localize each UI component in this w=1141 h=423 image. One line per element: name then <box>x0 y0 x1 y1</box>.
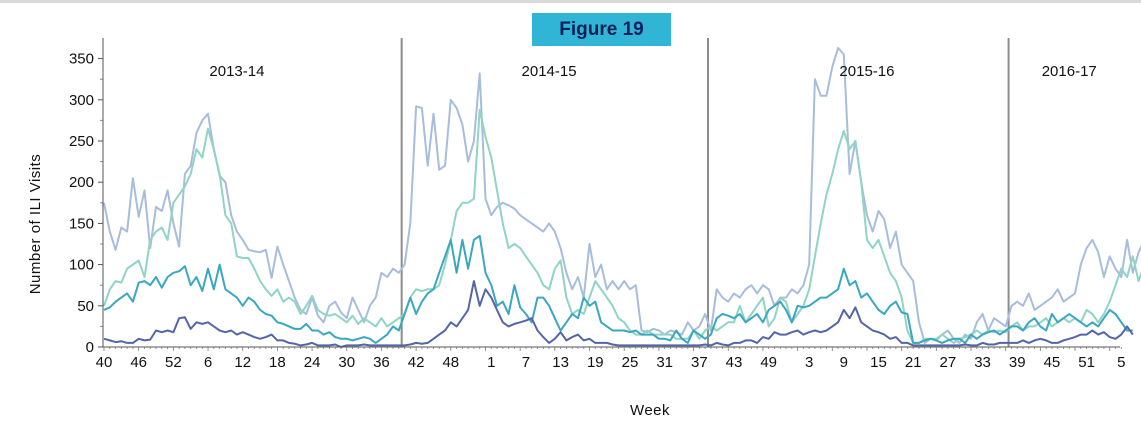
x-tick-label: 52 <box>165 354 182 371</box>
season-label: 2015-16 <box>839 63 894 80</box>
x-tick-label: 31 <box>656 354 673 371</box>
x-tick-label: 12 <box>234 354 251 371</box>
series-line-3 <box>103 234 1133 344</box>
season-labels: 2013-14 2014-15 2015-16 2016-17 <box>209 63 1096 80</box>
x-tick-label: 39 <box>1009 354 1026 371</box>
x-axis-title: Week <box>630 402 670 419</box>
x-tick-label: 48 <box>442 354 459 371</box>
x-tick-label: 43 <box>726 354 743 371</box>
x-tick-label: 40 <box>96 354 113 371</box>
axes <box>102 38 1120 348</box>
y-tick-label: 300 <box>69 92 94 109</box>
y-tick-label: 50 <box>77 298 94 315</box>
y-tick-label: 350 <box>69 51 94 68</box>
y-tick-label: 0 <box>86 339 94 356</box>
y-tick-label: 200 <box>69 174 94 191</box>
y-tick-label: 150 <box>69 215 94 232</box>
x-tick-label: 21 <box>905 354 922 371</box>
x-tick-label: 33 <box>974 354 991 371</box>
season-label: 2016-17 <box>1042 63 1097 80</box>
x-tick-label: 15 <box>870 354 887 371</box>
x-tick-label: 19 <box>587 354 604 371</box>
x-tick-label: 42 <box>408 354 425 371</box>
y-axis-title: Number of ILI Visits <box>27 154 44 295</box>
x-tick-label: 37 <box>691 354 708 371</box>
x-tick-label: 5 <box>1117 354 1125 371</box>
y-tick-label: 250 <box>69 133 94 150</box>
top-rule <box>0 0 1141 3</box>
series-line-1 <box>103 46 1141 344</box>
x-tick-label: 46 <box>130 354 147 371</box>
x-tick-label: 51 <box>1078 354 1095 371</box>
x-tick-label: 36 <box>373 354 390 371</box>
x-tick-label: 25 <box>622 354 639 371</box>
x-tick-label: 45 <box>1044 354 1061 371</box>
series-line-4 <box>103 280 1134 348</box>
y-axis: 0 50 100 150 200 250 300 350 <box>69 51 103 356</box>
x-tick-label: 27 <box>940 354 957 371</box>
figure-badge: Figure 19 <box>532 13 671 46</box>
series-lines <box>103 46 1141 348</box>
season-separators <box>400 38 1010 347</box>
x-tick-label: 3 <box>805 354 813 371</box>
season-label: 2014-15 <box>522 63 577 80</box>
x-axis: 40 46 52 6 12 18 24 30 36 42 48 1 7 13 19 25 31 37 43 49 3 9 1… <box>96 347 1125 371</box>
x-tick-label: 49 <box>760 354 777 371</box>
x-tick-label: 30 <box>338 354 355 371</box>
x-tick-label: 24 <box>304 354 321 371</box>
x-tick-label: 13 <box>552 354 569 371</box>
season-label: 2013-14 <box>209 63 264 80</box>
x-tick-label: 6 <box>204 354 212 371</box>
y-tick-label: 100 <box>69 257 94 274</box>
x-tick-label: 9 <box>840 354 848 371</box>
x-tick-label: 7 <box>522 354 530 371</box>
x-tick-label: 1 <box>487 354 495 371</box>
x-tick-label: 18 <box>269 354 286 371</box>
